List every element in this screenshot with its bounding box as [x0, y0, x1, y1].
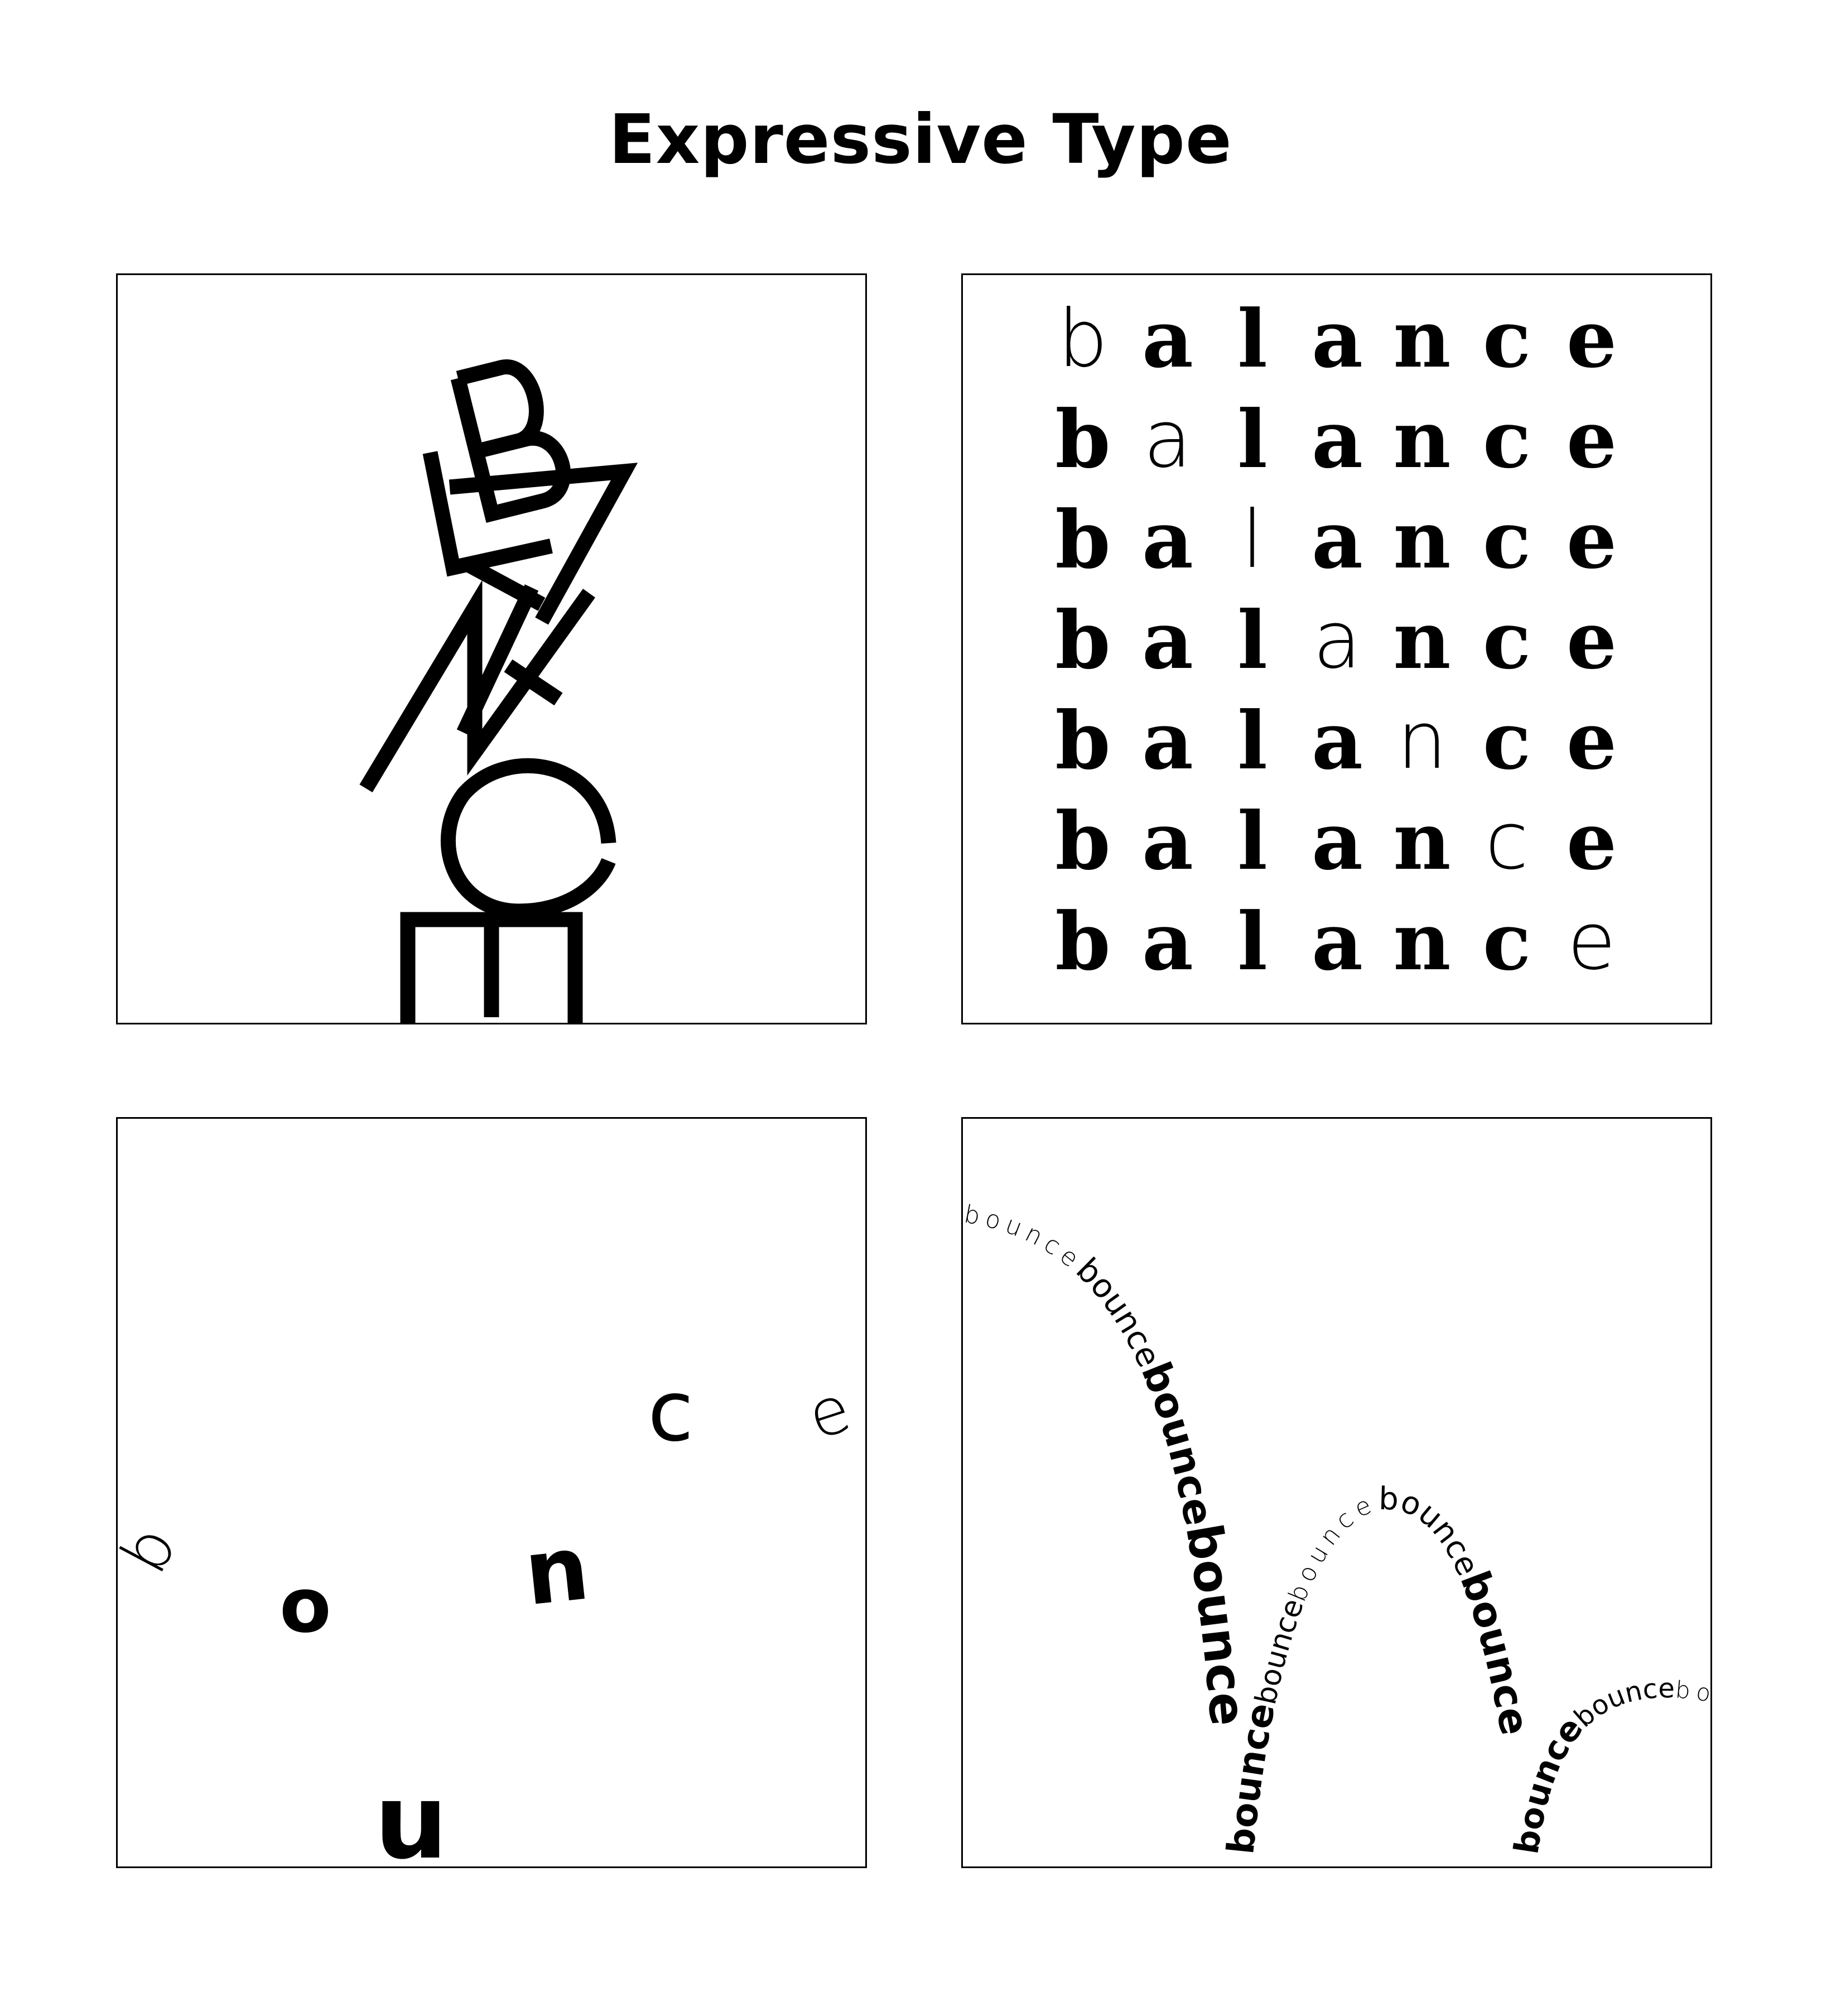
grid-letter: e — [1566, 594, 1617, 687]
grid-letter: a — [1141, 494, 1193, 586]
stack-letter-l — [422, 451, 553, 577]
grid-letter: n — [1393, 293, 1451, 386]
bounce-text-group: bouncebouncebounce bouncebouncebounceboun… — [953, 1097, 1718, 1856]
scatter-letter-c: c — [648, 1363, 694, 1460]
grid-letter: n — [1393, 896, 1451, 988]
grid-letter: a — [1141, 293, 1193, 386]
grid-letter: b — [1055, 695, 1111, 787]
grid-letter: a — [1141, 795, 1193, 888]
grid-letter: c — [1482, 695, 1531, 787]
grid-letter: a — [1143, 393, 1192, 485]
scatter-letter-u: u — [374, 1762, 448, 1868]
grid-letter: a — [1311, 494, 1363, 586]
grid-letter: l — [1237, 293, 1268, 386]
grid-letter: n — [1393, 795, 1451, 888]
grid-letter: a — [1311, 695, 1363, 787]
grid-letter: e — [1566, 695, 1617, 787]
grid-letter: b — [1055, 795, 1111, 888]
grid-letter: l — [1237, 695, 1268, 787]
grid-letter: b — [1055, 594, 1111, 687]
grid-letter: b — [1057, 293, 1109, 385]
grid-letter: b — [1055, 896, 1111, 988]
stack-letter-a2 — [456, 584, 563, 736]
bounce-word-run: bouncebouncebounce bounce — [962, 1200, 1257, 1728]
page-title: Expressive Type — [609, 100, 1232, 179]
grid-letter: e — [1566, 494, 1617, 586]
scatter-letter-e: e — [798, 1371, 860, 1455]
stack-letter-b — [450, 359, 571, 523]
grid-letter: n — [1397, 695, 1447, 787]
scatter-letter-n: n — [519, 1515, 594, 1626]
grid-letter: c — [1485, 795, 1529, 887]
panel-balance-stack — [116, 273, 867, 1024]
grid-letter: e — [1567, 896, 1616, 988]
grid-letter: a — [1141, 594, 1193, 687]
grid-letter: e — [1566, 393, 1617, 486]
bounce-word-run: bouncebouncebounce — [953, 1097, 1718, 1856]
scatter-letter-o: o — [279, 1562, 331, 1649]
grid-letter: a — [1313, 594, 1362, 686]
grid-letter: a — [1311, 393, 1363, 486]
grid-letter: l — [1237, 393, 1268, 486]
grid-letter: l — [1237, 795, 1268, 888]
stack-letter-e — [400, 912, 583, 1023]
grid-letter: c — [1482, 896, 1531, 988]
grid-letter: b — [1055, 393, 1111, 486]
stack-letter-c — [440, 758, 616, 919]
panel-bounce-path: bouncebouncebounce bounce bouncebounceboun… — [953, 1097, 1713, 1868]
grid-letter: l — [1237, 896, 1268, 988]
grid-letter: l — [1241, 494, 1264, 586]
grid-letter: c — [1482, 494, 1531, 586]
grid-letter: n — [1393, 393, 1451, 486]
grid-letter: l — [1237, 594, 1268, 687]
balance-stack-art — [359, 359, 638, 1023]
panel-bounce-scatter: b o u n c e — [116, 1117, 867, 1868]
bounce-path-art: bouncebouncebounce bouncebouncebounceboun… — [953, 1097, 1713, 1856]
grid-letter: a — [1141, 896, 1193, 988]
grid-letter: e — [1566, 795, 1617, 888]
grid-letter: a — [1311, 293, 1363, 386]
grid-letter: n — [1393, 594, 1451, 687]
grid-letter: c — [1482, 594, 1531, 687]
scatter-letter-b: b — [116, 1514, 192, 1585]
grid-letter: b — [1055, 494, 1111, 586]
grid-letter: c — [1482, 393, 1531, 486]
grid-letter: a — [1141, 695, 1193, 787]
grid-letter: a — [1311, 795, 1363, 888]
grid-letter: n — [1393, 494, 1451, 586]
grid-letter: c — [1482, 293, 1531, 386]
grid-letter: e — [1566, 293, 1617, 386]
grid-letter: a — [1311, 896, 1363, 988]
bounce-word-run: bouncebouncebouncebouncebounce — [1219, 1481, 1539, 1856]
